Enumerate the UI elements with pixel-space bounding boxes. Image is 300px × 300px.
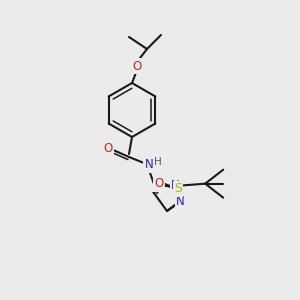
Text: O: O <box>132 59 142 73</box>
Text: S: S <box>174 182 182 195</box>
Text: N: N <box>176 195 185 208</box>
Text: H: H <box>154 157 162 167</box>
Text: N: N <box>145 158 153 172</box>
Text: N: N <box>171 179 180 192</box>
Text: O: O <box>103 142 112 155</box>
Text: O: O <box>154 177 164 190</box>
